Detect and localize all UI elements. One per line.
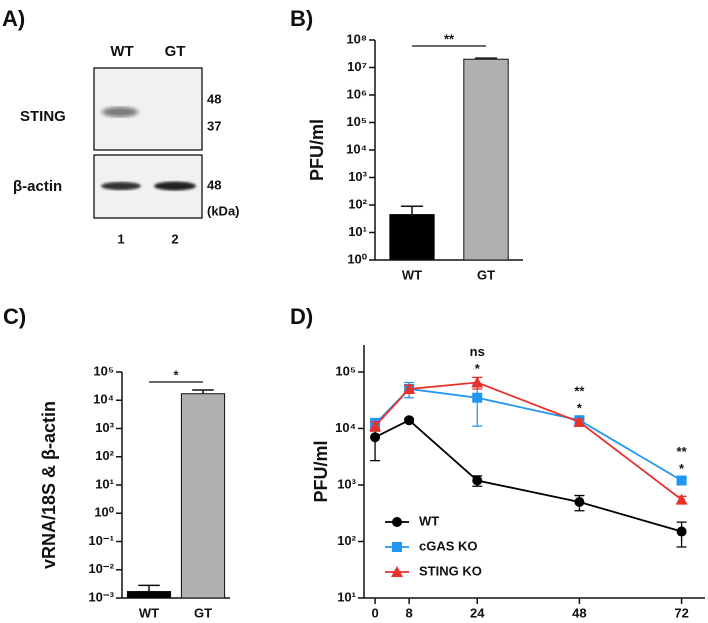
marker-label: 48 [207, 91, 221, 106]
y-tick-label: 10⁸ [346, 31, 367, 46]
point [403, 382, 416, 394]
panel-label: D) [290, 304, 313, 329]
legend-label: WT [419, 513, 439, 528]
bar [463, 58, 509, 261]
y-axis-label: PFU/ml [307, 119, 327, 181]
x-tick-label: 72 [674, 605, 688, 620]
y-tick-label: 10¹ [337, 589, 356, 604]
legend-label: cGAS KO [419, 538, 478, 553]
annotation: * [577, 400, 583, 415]
x-tick-label: WT [402, 267, 422, 282]
point [676, 475, 687, 486]
blot-panel: A) WT GT STING β-actin 48 37 48 (kDa) 1 … [2, 6, 240, 247]
point [676, 526, 687, 537]
marker-label: 48 [207, 177, 221, 192]
y-axis-label: vRNA/18S & β-actin [39, 401, 59, 569]
legend-marker [392, 517, 402, 527]
error-bar [474, 57, 498, 60]
y-tick-label: 10⁻² [88, 561, 114, 576]
y-tick-label: 10⁻¹ [88, 533, 114, 548]
x-tick-label: WT [139, 605, 159, 620]
point [472, 392, 483, 403]
y-tick-label: 10³ [337, 476, 356, 491]
unit-label: (kDa) [207, 203, 240, 218]
x-tick-label: 0 [371, 605, 378, 620]
point [370, 432, 381, 443]
y-tick-label: 10⁴ [93, 392, 114, 407]
y-tick-label: 10⁰ [347, 251, 367, 266]
error-bar [472, 384, 483, 427]
bar [180, 393, 226, 599]
panel-label: C) [3, 304, 26, 329]
bar [126, 590, 172, 599]
y-tick-label: 10³ [348, 169, 367, 184]
legend-label: STING KO [419, 563, 482, 578]
panel-label: B) [290, 6, 313, 31]
x-tick-label: 8 [406, 605, 413, 620]
annotation: ** [574, 383, 585, 398]
lane-number: 1 [117, 231, 124, 246]
y-tick-label: 10² [95, 448, 114, 463]
y-tick-label: 10³ [95, 420, 114, 435]
error-bar [192, 389, 214, 394]
y-tick-label: 10⁷ [347, 59, 367, 74]
y-tick-label: 10² [348, 196, 367, 211]
panel-label: A) [2, 6, 25, 31]
x-tick-label: GT [477, 267, 495, 282]
x-tick-label: GT [194, 605, 212, 620]
lane-number: 2 [171, 231, 178, 246]
y-tick-label: 10⁵ [93, 363, 114, 378]
y-axis-label: PFU/ml [311, 440, 331, 502]
significance-label: ** [444, 31, 455, 46]
blot-band [154, 181, 196, 191]
legend-marker [392, 542, 402, 552]
point [369, 420, 382, 432]
annotation: ns [470, 344, 485, 359]
marker-label: 37 [207, 118, 221, 133]
legend-marker [391, 566, 403, 577]
lane-label: WT [110, 43, 133, 60]
significance-label: * [173, 367, 179, 382]
blot-band [102, 107, 138, 117]
bar [389, 214, 435, 261]
y-tick-label: 10⁻³ [88, 589, 114, 604]
y-tick-label: 10⁶ [347, 86, 367, 101]
y-tick-label: 10⁵ [335, 363, 356, 378]
blot-band [101, 182, 141, 190]
annotation: * [475, 361, 481, 376]
row-label: STING [20, 108, 66, 125]
x-tick-label: 24 [470, 605, 485, 620]
y-tick-label: 10⁴ [346, 141, 367, 156]
point [574, 496, 585, 507]
point [404, 415, 415, 426]
error-bar [400, 205, 424, 215]
point [675, 493, 688, 505]
row-label: β-actin [13, 178, 62, 195]
y-tick-label: 10¹ [348, 224, 367, 239]
y-tick-label: 10² [337, 533, 356, 548]
point [573, 416, 586, 428]
annotation: ** [677, 444, 688, 459]
x-tick-label: 48 [572, 605, 586, 620]
y-tick-label: 10⁰ [94, 505, 114, 520]
error-bar [138, 584, 160, 592]
y-tick-label: 10⁴ [335, 420, 356, 435]
annotation: * [679, 461, 685, 476]
line [374, 381, 683, 501]
point [471, 376, 484, 388]
lane-label: GT [165, 43, 186, 60]
y-tick-label: 10¹ [95, 476, 114, 491]
y-tick-label: 10⁵ [346, 114, 367, 129]
point [472, 475, 483, 486]
